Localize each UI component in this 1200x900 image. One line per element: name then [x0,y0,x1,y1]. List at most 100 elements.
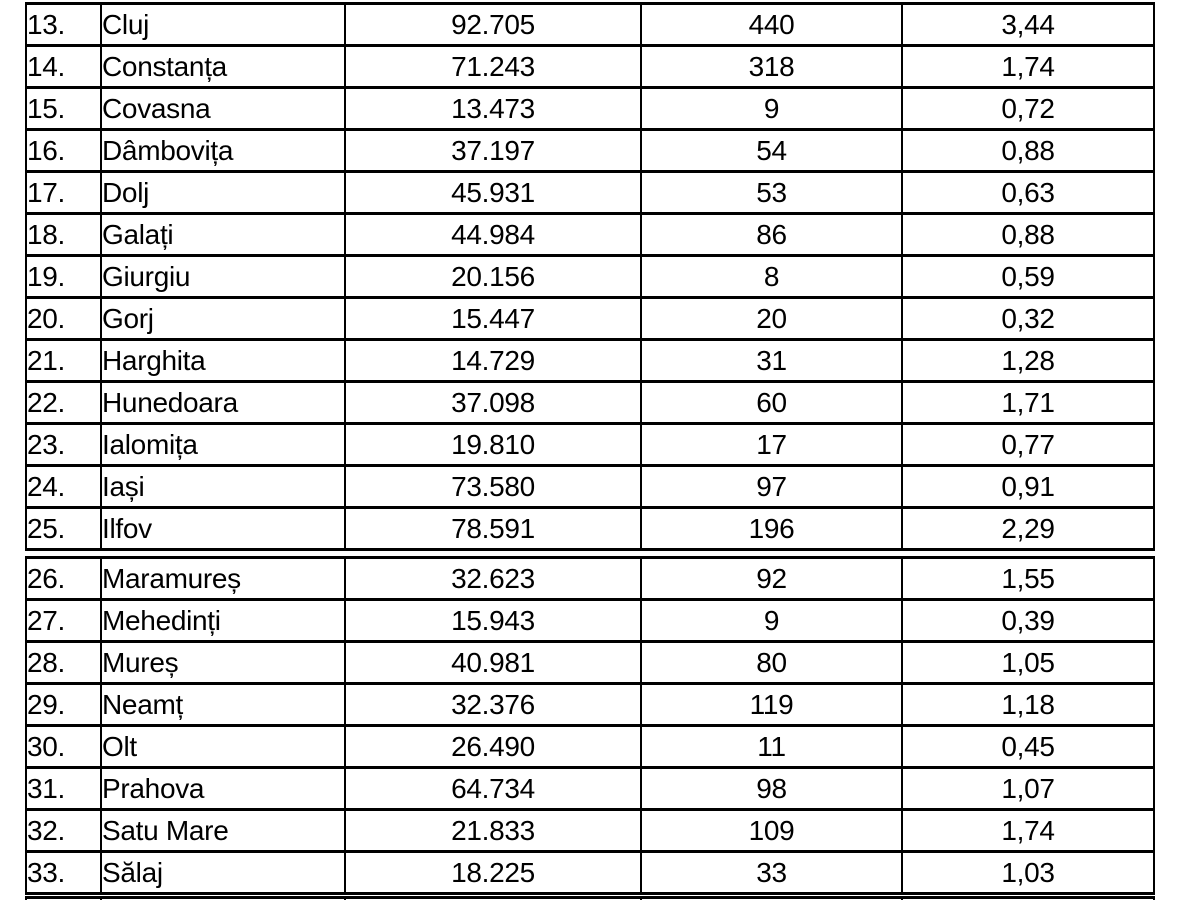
cell-value-total: 20.156 [344,254,642,299]
table-row: 24. Iași 73.580 97 0,91 [25,464,1155,509]
cell-value-count: 109 [640,808,903,853]
cell-value-count: 54 [640,128,903,173]
cell-county-name: Hunedoara [100,380,346,425]
table-row: 19. Giurgiu 20.156 8 0,59 [25,254,1155,299]
table-row: 14. Constanța 71.243 318 1,74 [25,44,1155,89]
cell-value-count: 97 [640,464,903,509]
cell-value-rate: 0,77 [901,422,1155,467]
cell-value-rate: 1,07 [901,766,1155,811]
cell-value-rate: 0,88 [901,212,1155,257]
cell-county-name: Mehedinți [100,598,346,643]
county-data-table-upper: 13. Cluj 92.705 440 3,44 14. Constanța 7… [25,2,1155,551]
cell-value-total: 78.591 [344,506,642,551]
cell-value-count: 86 [640,212,903,257]
cell-value-total: 64.734 [344,766,642,811]
cell-value-rate: 1,18 [901,682,1155,727]
cell-value-rate: 1,03 [901,850,1155,895]
cell-value-total: 45.931 [344,170,642,215]
cell-value-count: 11 [640,724,903,769]
cell-value-count: 53 [640,170,903,215]
cell-value-total: 14.729 [344,338,642,383]
cell-row-number: 31. [25,766,102,811]
cell-row-number: 13. [25,2,102,47]
table-row: 21. Harghita 14.729 31 1,28 [25,338,1155,383]
cell-row-number: 33. [25,850,102,895]
cell-value-total [344,896,642,900]
cell-row-number: 17. [25,170,102,215]
cell-value-total: 37.197 [344,128,642,173]
table-row: 13. Cluj 92.705 440 3,44 [25,2,1155,47]
cell-county-name: Giurgiu [100,254,346,299]
cell-value-total: 71.243 [344,44,642,89]
table-row-partial [25,896,1155,900]
cell-row-number: 24. [25,464,102,509]
cell-value-rate: 1,55 [901,556,1155,601]
cell-value-total: 15.447 [344,296,642,341]
table-row: 29. Neamț 32.376 119 1,18 [25,682,1155,727]
cell-value-total: 44.984 [344,212,642,257]
cell-value-count: 196 [640,506,903,551]
cell-county-name: Olt [100,724,346,769]
cell-county-name: Satu Mare [100,808,346,853]
table-row: 20. Gorj 15.447 20 0,32 [25,296,1155,341]
table-section-partial [25,896,1155,900]
cell-value-rate: 1,05 [901,640,1155,685]
cell-value-rate: 0,72 [901,86,1155,131]
county-data-table-lower: 26. Maramureș 32.623 92 1,55 27. Mehedin… [25,556,1155,895]
table-row: 31. Prahova 64.734 98 1,07 [25,766,1155,811]
cell-county-name: Maramureș [100,556,346,601]
cell-county-name: Iași [100,464,346,509]
cell-row-number: 18. [25,212,102,257]
cell-value-count: 60 [640,380,903,425]
cell-county-name: Ialomița [100,422,346,467]
cell-value-count: 98 [640,766,903,811]
cell-county-name: Mureș [100,640,346,685]
cell-county-name: Cluj [100,2,346,47]
cell-row-number: 19. [25,254,102,299]
cell-value-rate: 0,91 [901,464,1155,509]
cell-value-count: 33 [640,850,903,895]
cell-county-name: Ilfov [100,506,346,551]
cell-county-name: Dolj [100,170,346,215]
cell-value-count: 80 [640,640,903,685]
cell-value-count: 440 [640,2,903,47]
cell-row-number: 26. [25,556,102,601]
cell-value-count: 9 [640,598,903,643]
cell-row-number: 28. [25,640,102,685]
table-row: 25. Ilfov 78.591 196 2,29 [25,506,1155,551]
county-data-table-partial [25,896,1155,900]
cell-value-rate: 0,88 [901,128,1155,173]
table-row: 18. Galați 44.984 86 0,88 [25,212,1155,257]
table-row: 32. Satu Mare 21.833 109 1,74 [25,808,1155,853]
table-row: 22. Hunedoara 37.098 60 1,71 [25,380,1155,425]
cell-value-rate: 2,29 [901,506,1155,551]
cell-value-count [640,896,903,900]
cell-value-rate: 0,59 [901,254,1155,299]
table-section-upper: 13. Cluj 92.705 440 3,44 14. Constanța 7… [25,2,1155,551]
cell-value-rate: 0,63 [901,170,1155,215]
cell-value-count: 31 [640,338,903,383]
cell-value-total: 19.810 [344,422,642,467]
cell-value-total: 37.098 [344,380,642,425]
cell-value-total: 21.833 [344,808,642,853]
cell-value-total: 15.943 [344,598,642,643]
table-row: 17. Dolj 45.931 53 0,63 [25,170,1155,215]
table-row: 26. Maramureș 32.623 92 1,55 [25,556,1155,601]
cell-county-name: Neamț [100,682,346,727]
cell-value-total: 73.580 [344,464,642,509]
cell-county-name [100,896,346,900]
cell-value-count: 92 [640,556,903,601]
cell-value-count: 119 [640,682,903,727]
cell-value-total: 92.705 [344,2,642,47]
table-row: 15. Covasna 13.473 9 0,72 [25,86,1155,131]
cell-value-count: 318 [640,44,903,89]
cell-row-number: 23. [25,422,102,467]
cell-value-total: 18.225 [344,850,642,895]
cell-row-number: 27. [25,598,102,643]
cell-row-number: 30. [25,724,102,769]
cell-row-number: 16. [25,128,102,173]
cell-county-name: Prahova [100,766,346,811]
cell-value-rate: 1,71 [901,380,1155,425]
table-row: 27. Mehedinți 15.943 9 0,39 [25,598,1155,643]
cell-value-rate: 1,28 [901,338,1155,383]
